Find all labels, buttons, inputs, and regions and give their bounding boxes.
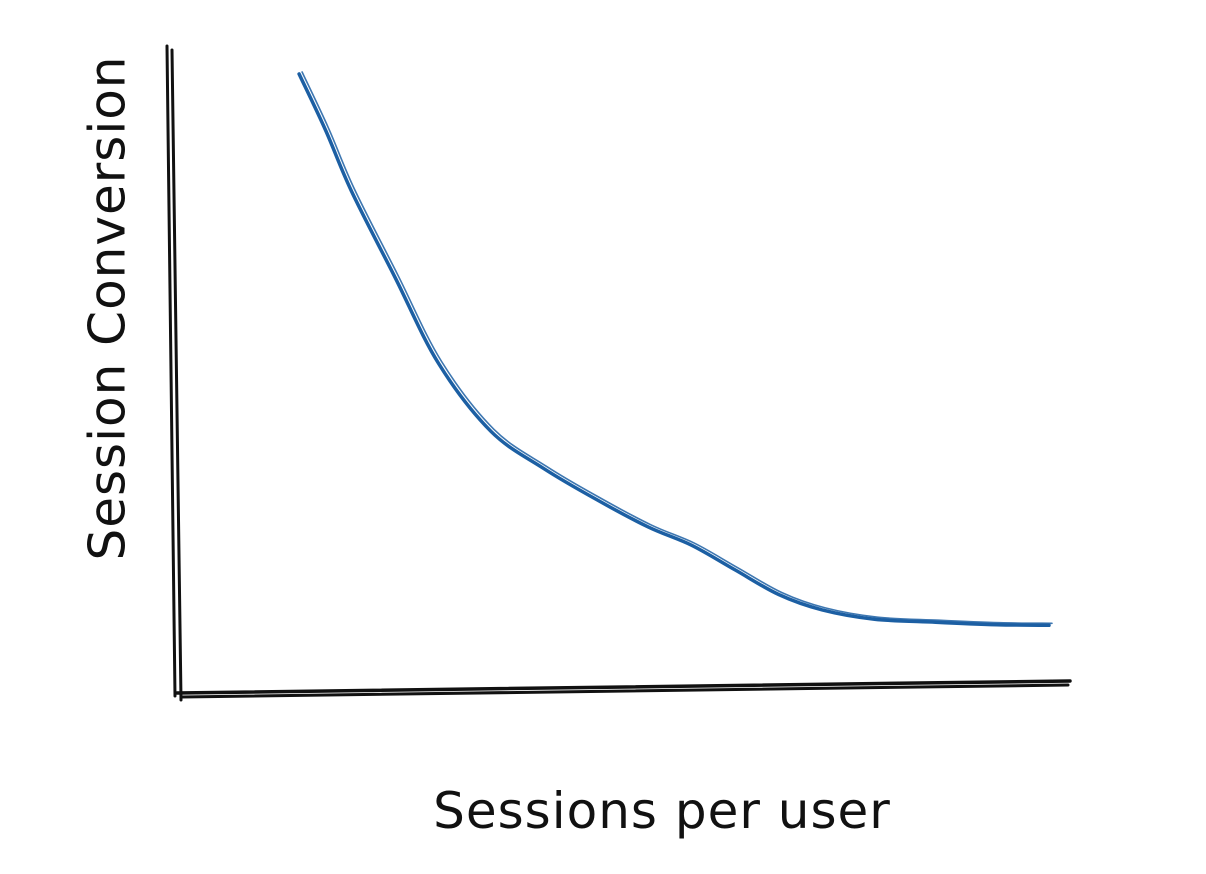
y-axis-label: Session Conversion	[79, 56, 137, 561]
x-axis-line-stroke-2	[179, 683, 1070, 699]
y-axis-line	[165, 44, 177, 698]
series-line-sketch	[301, 71, 1053, 625]
y-axis	[165, 44, 183, 702]
series-layer	[297, 71, 1053, 628]
x-axis-line	[175, 679, 1072, 695]
x-axis-label: Sessions per user	[433, 782, 891, 840]
x-axis	[175, 679, 1072, 699]
y-axis-line-stroke-2	[170, 48, 183, 702]
series-line	[297, 72, 1051, 628]
